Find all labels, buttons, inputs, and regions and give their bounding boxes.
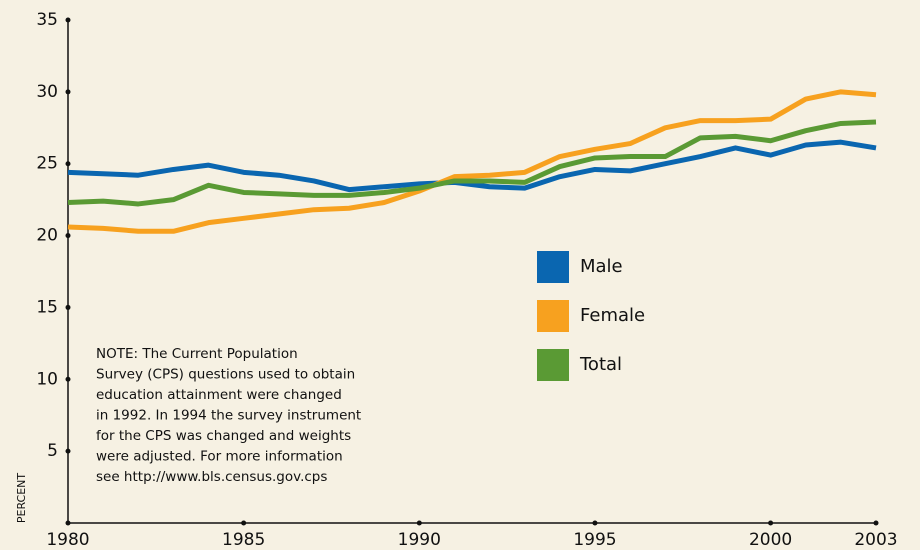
legend-label: Total (579, 354, 622, 375)
note-line: education attainment were changed (96, 387, 342, 403)
y-tick-label: 30 (36, 82, 58, 102)
x-tick-label: 2000 (749, 530, 792, 550)
y-tick (65, 448, 71, 454)
x-tick (416, 520, 422, 526)
y-tick (65, 161, 71, 167)
y-tick (65, 89, 71, 95)
legend-label: Male (580, 256, 623, 277)
x-tick (873, 520, 879, 526)
legend-label: Female (580, 305, 645, 326)
x-tick-label: 2003 (854, 530, 897, 550)
legend-swatch (537, 300, 569, 332)
x-tick (65, 520, 71, 526)
x-tick-label: 1980 (46, 530, 89, 550)
y-tick (65, 304, 71, 310)
y-tick-label: 15 (36, 297, 58, 317)
note-line: in 1992. In 1994 the survey instrument (96, 408, 361, 424)
line-series (67, 139, 877, 193)
y-tick-label: 10 (36, 369, 58, 389)
x-tick-label: 1995 (573, 530, 616, 550)
line-series (67, 89, 877, 234)
y-tick (65, 376, 71, 382)
y-tick (65, 17, 71, 23)
note-line: for the CPS was changed and weights (96, 428, 351, 444)
y-axis-label: PERCENT (15, 473, 28, 524)
note-line: Survey (CPS) questions used to obtain (96, 367, 355, 383)
x-tick-label: 1990 (398, 530, 441, 550)
legend-swatch (537, 349, 569, 381)
x-tick (592, 520, 598, 526)
note-line: see http://www.bls.census.gov.cps (96, 469, 327, 485)
y-tick-label: 35 (36, 10, 58, 30)
y-tick-label: 20 (36, 226, 58, 246)
note-line: NOTE: The Current Population (96, 346, 298, 362)
y-tick-label: 5 (47, 441, 58, 461)
note-line: were adjusted. For more information (96, 449, 343, 465)
x-tick (768, 520, 774, 526)
y-tick-label: 25 (36, 154, 58, 174)
x-tick (241, 520, 247, 526)
line-series (67, 119, 877, 207)
y-tick (65, 233, 71, 239)
x-tick-label: 1985 (222, 530, 265, 550)
legend-swatch (537, 251, 569, 283)
